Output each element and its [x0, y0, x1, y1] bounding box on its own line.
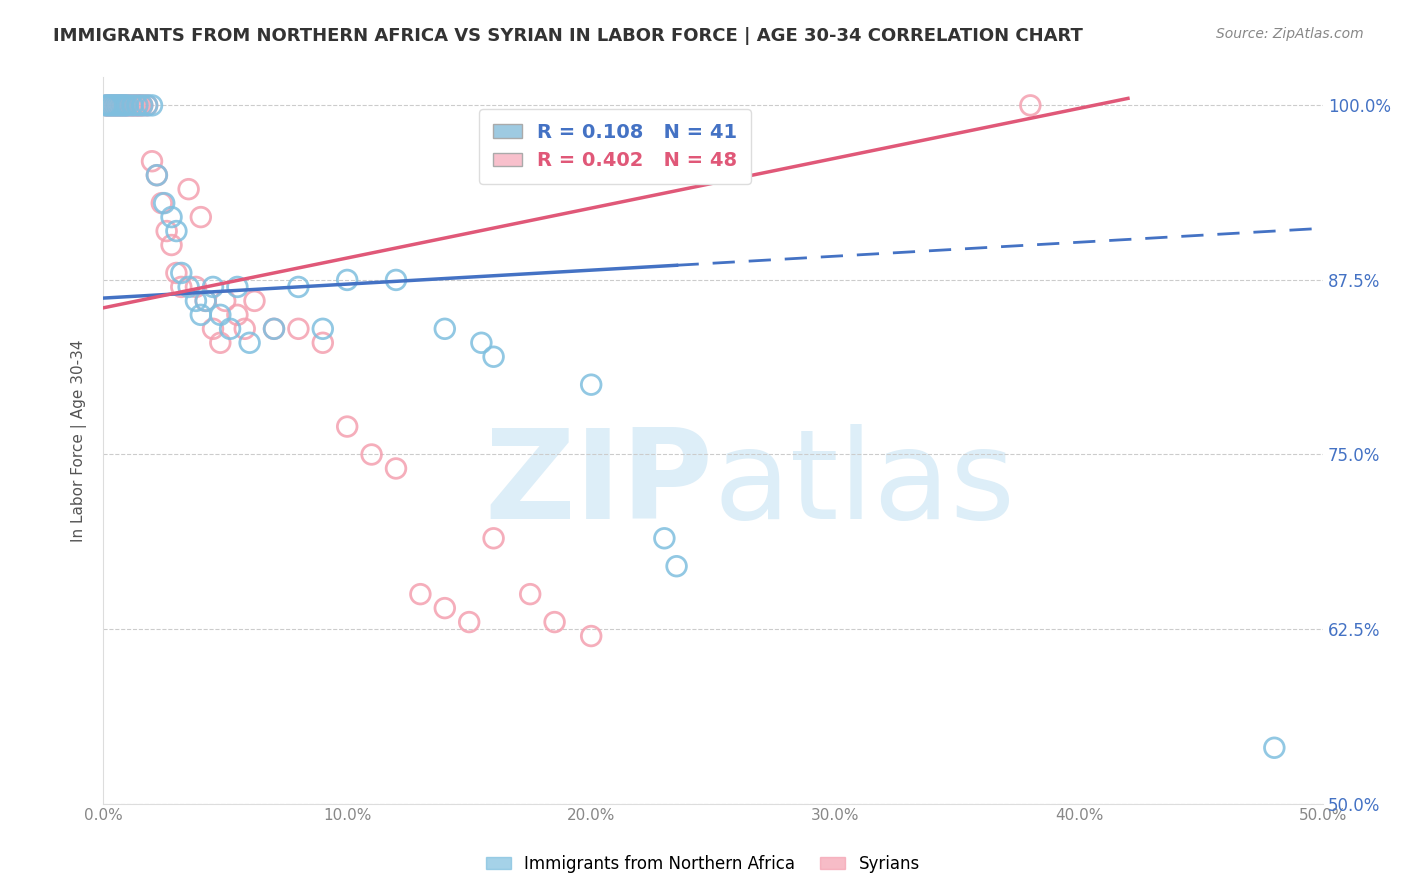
Point: [117, 98, 139, 112]
Point: [165, 224, 187, 238]
Point: [243, 293, 266, 308]
Point: [170, 266, 193, 280]
Point: [194, 293, 217, 308]
Point: [263, 322, 285, 336]
Point: [153, 196, 176, 211]
Point: [97, 98, 120, 112]
Point: [114, 98, 136, 112]
Point: [110, 98, 132, 112]
Point: [312, 322, 335, 336]
Point: [136, 98, 159, 112]
Point: [1019, 98, 1042, 112]
Point: [118, 98, 141, 112]
Point: [482, 531, 505, 545]
Point: [233, 322, 256, 336]
Point: [136, 98, 159, 112]
Point: [458, 615, 481, 629]
Point: [114, 98, 136, 112]
Point: [336, 273, 359, 287]
Point: [131, 98, 153, 112]
Point: [94, 98, 117, 112]
Point: [519, 587, 541, 601]
Point: [209, 335, 232, 350]
Point: [194, 293, 217, 308]
Y-axis label: In Labor Force | Age 30-34: In Labor Force | Age 30-34: [72, 339, 87, 541]
Point: [385, 273, 408, 287]
Point: [131, 98, 153, 112]
Text: IMMIGRANTS FROM NORTHERN AFRICA VS SYRIAN IN LABOR FORCE | AGE 30-34 CORRELATION: IMMIGRANTS FROM NORTHERN AFRICA VS SYRIA…: [53, 27, 1083, 45]
Point: [214, 293, 236, 308]
Point: [433, 322, 456, 336]
Legend: Immigrants from Northern Africa, Syrians: Immigrants from Northern Africa, Syrians: [479, 848, 927, 880]
Point: [239, 335, 262, 350]
Text: ZIP: ZIP: [485, 424, 713, 545]
Point: [190, 210, 212, 224]
Point: [107, 98, 129, 112]
Point: [226, 280, 249, 294]
Point: [104, 98, 127, 112]
Point: [287, 280, 309, 294]
Point: [579, 377, 602, 392]
Point: [150, 196, 173, 211]
Point: [121, 98, 143, 112]
Point: [100, 98, 122, 112]
Point: [111, 98, 134, 112]
Point: [111, 98, 134, 112]
Point: [170, 280, 193, 294]
Point: [665, 559, 688, 574]
Point: [107, 98, 129, 112]
Point: [110, 98, 132, 112]
Point: [94, 98, 117, 112]
Point: [579, 629, 602, 643]
Point: [141, 154, 163, 169]
Point: [101, 98, 124, 112]
Point: [160, 210, 183, 224]
Point: [184, 280, 207, 294]
Point: [127, 98, 149, 112]
Point: [177, 280, 200, 294]
Point: [287, 322, 309, 336]
Point: [201, 280, 224, 294]
Point: [121, 98, 143, 112]
Point: [433, 601, 456, 615]
Point: [128, 98, 150, 112]
Point: [124, 98, 146, 112]
Point: [141, 98, 163, 112]
Point: [470, 335, 492, 350]
Legend: R = 0.108   N = 41, R = 0.402   N = 48: R = 0.108 N = 41, R = 0.402 N = 48: [479, 109, 751, 184]
Point: [160, 238, 183, 252]
Point: [209, 308, 232, 322]
Text: Source: ZipAtlas.com: Source: ZipAtlas.com: [1216, 27, 1364, 41]
Point: [117, 98, 139, 112]
Text: atlas: atlas: [713, 424, 1015, 545]
Point: [97, 98, 120, 112]
Point: [101, 98, 124, 112]
Point: [543, 615, 565, 629]
Point: [385, 461, 408, 475]
Point: [263, 322, 285, 336]
Point: [482, 350, 505, 364]
Point: [219, 322, 242, 336]
Point: [226, 308, 249, 322]
Point: [312, 335, 335, 350]
Point: [409, 587, 432, 601]
Point: [184, 293, 207, 308]
Point: [360, 448, 382, 462]
Point: [177, 182, 200, 196]
Point: [1263, 740, 1285, 755]
Point: [104, 98, 127, 112]
Point: [127, 98, 149, 112]
Point: [146, 168, 169, 182]
Point: [156, 224, 179, 238]
Point: [190, 308, 212, 322]
Point: [146, 168, 169, 182]
Point: [336, 419, 359, 434]
Point: [100, 98, 122, 112]
Point: [165, 266, 187, 280]
Point: [654, 531, 676, 545]
Point: [201, 322, 224, 336]
